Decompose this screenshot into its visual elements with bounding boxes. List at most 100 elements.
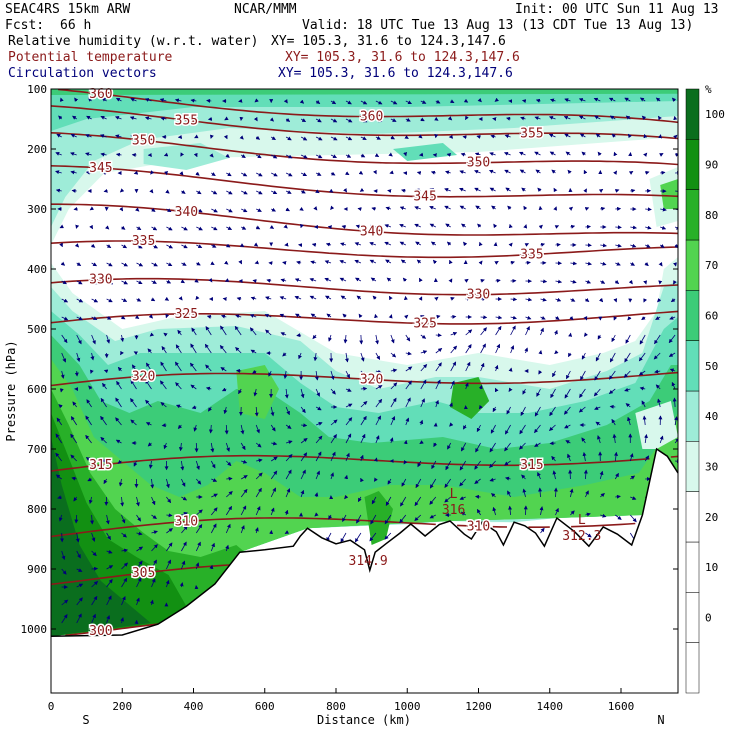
vector-766 — [490, 134, 496, 139]
vector-997 — [623, 370, 631, 378]
vector-111 — [103, 478, 108, 485]
vector-109 — [100, 436, 107, 444]
vector-856 — [535, 458, 541, 463]
colorbar-swatch-4 — [685, 441, 700, 492]
vector-513 — [330, 419, 338, 426]
vector-940 — [600, 206, 606, 211]
rh-region-18 — [236, 365, 279, 419]
vector-543 — [342, 514, 347, 522]
vector-207 — [151, 578, 156, 588]
vector-216 — [166, 226, 173, 231]
vector-424 — [285, 136, 292, 141]
vector-407 — [266, 278, 272, 283]
vector-961 — [613, 151, 618, 157]
vector-336 — [220, 367, 227, 372]
vector-243 — [181, 189, 186, 194]
vector-386 — [250, 349, 257, 354]
vector-214 — [165, 189, 170, 194]
vector-1031 — [658, 115, 662, 121]
vector-1 — [58, 115, 63, 120]
theta-label-325-1: 325 — [413, 317, 436, 332]
vector-136 — [116, 380, 122, 390]
vector-909 — [578, 98, 586, 102]
vector-989 — [630, 225, 637, 230]
vector-67 — [89, 224, 93, 230]
vector-720 — [459, 170, 466, 174]
vector-819 — [523, 224, 528, 229]
vector-558 — [359, 334, 364, 345]
vector-732 — [464, 382, 469, 390]
vector-549 — [358, 170, 364, 175]
vector-138 — [115, 417, 122, 426]
vector-613 — [390, 415, 396, 426]
vector-201 — [150, 478, 155, 489]
vector-691 — [429, 514, 436, 519]
vector-769 — [489, 187, 496, 192]
vector-231 — [166, 496, 172, 504]
vector-264 — [181, 560, 186, 570]
vector-510 — [330, 370, 335, 381]
vector-180 — [144, 98, 152, 102]
vector-8 — [59, 242, 63, 248]
vector-106 — [102, 382, 107, 390]
theta-label-355-0: 355 — [175, 113, 198, 128]
vector-337 — [221, 387, 227, 392]
low-mark-1: L — [578, 513, 586, 528]
vector-301 — [211, 226, 218, 231]
vector-768 — [488, 169, 496, 174]
vector-591 — [373, 477, 378, 482]
vector-697 — [444, 188, 451, 192]
vector-143 — [121, 514, 126, 524]
vector-934 — [593, 97, 601, 102]
vector-756 — [478, 384, 483, 390]
vector-1043 — [654, 334, 661, 345]
vector-853 — [534, 406, 541, 417]
vector-286 — [195, 460, 200, 471]
vector-323 — [223, 134, 228, 140]
vector-140 — [117, 459, 122, 464]
vector-487 — [315, 388, 320, 397]
vector-817 — [521, 187, 526, 192]
vector-429 — [283, 224, 288, 229]
vector-657 — [420, 334, 427, 339]
vector-132 — [121, 315, 126, 320]
theta-label-310-0: 310 — [175, 514, 198, 529]
vector-302 — [211, 244, 217, 248]
vector-584 — [375, 352, 381, 360]
vector-1049 — [659, 435, 664, 444]
vector-292 — [195, 562, 200, 570]
header-fcst-label: Fcst: — [5, 18, 45, 33]
vector-434 — [279, 313, 287, 318]
vector-774 — [495, 278, 501, 283]
vector-270 — [195, 171, 200, 176]
vector-477 — [313, 206, 318, 211]
vector-846 — [540, 279, 548, 284]
vector-438 — [284, 388, 289, 399]
vector-4 — [55, 170, 62, 175]
vector-991 — [630, 261, 635, 266]
vector-253 — [175, 361, 182, 372]
vector-616 — [387, 478, 392, 485]
vector-256 — [177, 424, 183, 429]
vector-493 — [314, 492, 319, 498]
vector-246 — [181, 244, 188, 249]
vector-416 — [271, 441, 278, 446]
vector-133 — [120, 334, 125, 343]
vector-173 — [136, 514, 141, 522]
vector-627 — [399, 223, 406, 228]
vector-205 — [151, 544, 158, 552]
vector-227 — [161, 423, 167, 428]
vector-422 — [283, 99, 288, 104]
vector-35 — [71, 188, 77, 193]
vector-352 — [241, 190, 248, 195]
vector-318 — [210, 523, 217, 534]
vector-28 — [61, 599, 69, 606]
vector-449 — [300, 136, 308, 141]
vector-327 — [226, 208, 233, 213]
vector-771 — [493, 223, 498, 229]
vector-535 — [345, 370, 350, 379]
vector-1030 — [655, 97, 661, 102]
vector-3 — [55, 152, 62, 156]
field-vector-name: Circulation vectors — [8, 66, 157, 81]
vector-445 — [284, 509, 289, 516]
